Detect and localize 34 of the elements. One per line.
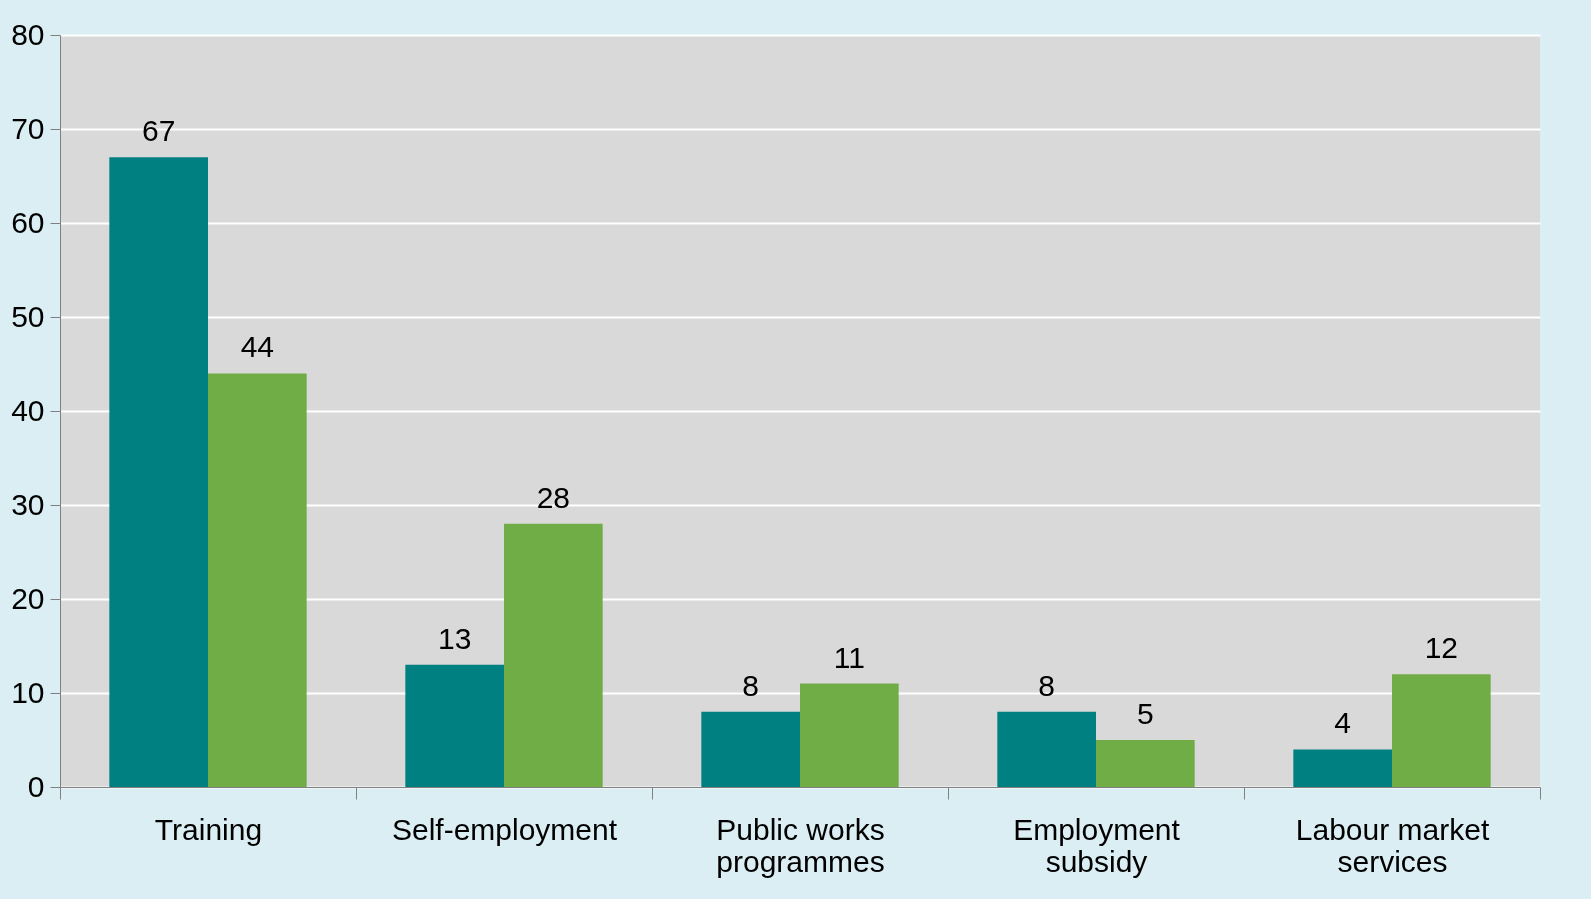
data-label: 12	[1424, 631, 1459, 665]
bar	[109, 157, 208, 787]
x-tick-label: Labour market services	[1295, 812, 1490, 878]
x-tick-label: Public works programmes	[716, 812, 885, 878]
bar	[701, 711, 800, 787]
y-tick-label: 80	[11, 17, 45, 51]
y-tick-label: 40	[11, 393, 45, 427]
x-tick-label: Self-employment	[391, 812, 618, 846]
data-label: 67	[141, 114, 176, 148]
data-label: 13	[437, 621, 472, 655]
bar	[1293, 749, 1392, 787]
y-tick-label: 50	[11, 299, 45, 333]
data-label: 28	[536, 480, 571, 514]
y-tick-label: 60	[11, 205, 45, 239]
bar	[504, 523, 603, 787]
y-tick-label: 30	[11, 487, 45, 521]
data-label: 5	[1136, 697, 1154, 730]
y-tick-label: 20	[11, 581, 45, 615]
bar	[405, 664, 504, 787]
data-label: 8	[742, 668, 760, 702]
data-label: 4	[1334, 706, 1352, 740]
bar	[800, 683, 899, 787]
data-label: 8	[1038, 668, 1056, 702]
y-tick-label: 0	[27, 769, 45, 803]
y-tick-label: 10	[11, 675, 45, 709]
bar	[1392, 674, 1491, 787]
bar	[208, 373, 307, 787]
x-tick-label: Training	[154, 812, 263, 846]
y-tick-label: 70	[11, 111, 45, 145]
data-label: 11	[833, 640, 865, 674]
bar	[997, 711, 1096, 787]
data-label: 44	[240, 330, 275, 364]
x-tick-label: Employment subsidy	[1013, 812, 1181, 878]
bar	[1096, 740, 1195, 787]
